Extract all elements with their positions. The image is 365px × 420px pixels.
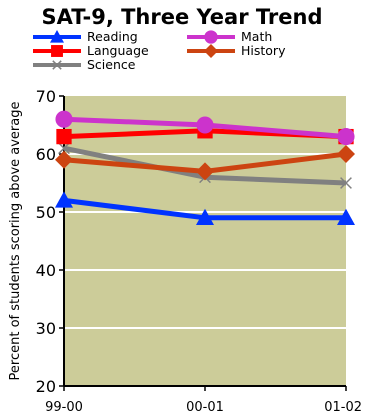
series-reading bbox=[55, 191, 355, 225]
y-axis-label: Percent of students scoring above averag… bbox=[8, 102, 23, 381]
legend-label: Reading bbox=[87, 29, 138, 44]
data-point-history bbox=[196, 162, 214, 181]
x-tick-label: 99-00 bbox=[45, 400, 83, 415]
data-point-history bbox=[55, 150, 73, 169]
data-point-language bbox=[56, 128, 72, 145]
y-tick-label: 50 bbox=[36, 203, 56, 222]
data-point-reading bbox=[337, 208, 355, 225]
legend-item-math: Math bbox=[187, 29, 272, 44]
data-point-history bbox=[337, 145, 355, 163]
x-tick-label: 00-01 bbox=[186, 400, 224, 415]
data-point-reading bbox=[55, 191, 73, 208]
y-tick-label: 30 bbox=[36, 319, 56, 338]
chart-title: SAT-9, Three Year Trend bbox=[42, 5, 323, 29]
legend-swatch-marker bbox=[204, 30, 218, 44]
y-tick-label: 60 bbox=[36, 145, 56, 164]
series-math bbox=[55, 110, 355, 146]
gridlines bbox=[64, 153, 346, 329]
legend-swatch-marker bbox=[52, 60, 62, 70]
legend-swatch-marker bbox=[50, 30, 64, 43]
axes bbox=[59, 95, 347, 391]
legend-label: Language bbox=[87, 43, 149, 58]
legend: Reading Math Language History Science bbox=[33, 29, 286, 72]
legend-item-reading: Reading bbox=[33, 29, 138, 44]
legend-item-history: History bbox=[187, 43, 286, 58]
x-tick-label: 01-02 bbox=[324, 400, 362, 415]
legend-swatch-marker bbox=[51, 45, 63, 57]
plot-background bbox=[64, 96, 346, 386]
legend-swatch-marker bbox=[204, 44, 218, 58]
legend-label: Science bbox=[87, 57, 136, 72]
legend-item-science: Science bbox=[33, 57, 136, 72]
data-point-reading bbox=[196, 208, 214, 225]
data-point-math bbox=[196, 116, 214, 134]
legend-item-language: Language bbox=[33, 43, 149, 58]
data-point-science bbox=[58, 142, 70, 155]
series-group bbox=[55, 110, 355, 225]
data-point-science bbox=[340, 177, 352, 189]
legend-label: History bbox=[241, 43, 286, 58]
series-history bbox=[55, 145, 355, 181]
tick-labels: 20 30 40 50 60 70 99-00 00-01 01-02 bbox=[36, 87, 362, 415]
data-point-math bbox=[337, 128, 355, 146]
y-tick-label: 40 bbox=[36, 261, 56, 280]
data-point-math bbox=[55, 110, 73, 128]
legend-label: Math bbox=[241, 29, 272, 44]
y-tick-label: 70 bbox=[36, 87, 56, 106]
y-tick-label: 20 bbox=[36, 377, 56, 396]
